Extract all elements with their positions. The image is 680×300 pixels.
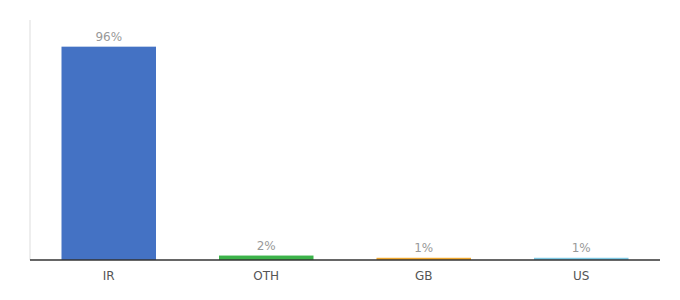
- x-tick-label: GB: [415, 269, 433, 283]
- chart-svg: IR OTH GB US 96% 2% 1% 1%: [0, 0, 680, 300]
- data-label: 1%: [414, 241, 433, 255]
- data-label: 1%: [572, 241, 591, 255]
- bars: [62, 47, 629, 260]
- x-tick-label: IR: [103, 269, 115, 283]
- chart-container: IR OTH GB US 96% 2% 1% 1%: [0, 0, 680, 300]
- y-axis-line: [30, 20, 31, 260]
- data-label: 96%: [95, 30, 122, 44]
- bar: [62, 47, 157, 260]
- x-axis-line: [30, 259, 660, 261]
- x-tick-label: OTH: [253, 269, 279, 283]
- x-tick-label: US: [573, 269, 589, 283]
- data-label: 2%: [257, 239, 276, 253]
- background: [0, 0, 680, 300]
